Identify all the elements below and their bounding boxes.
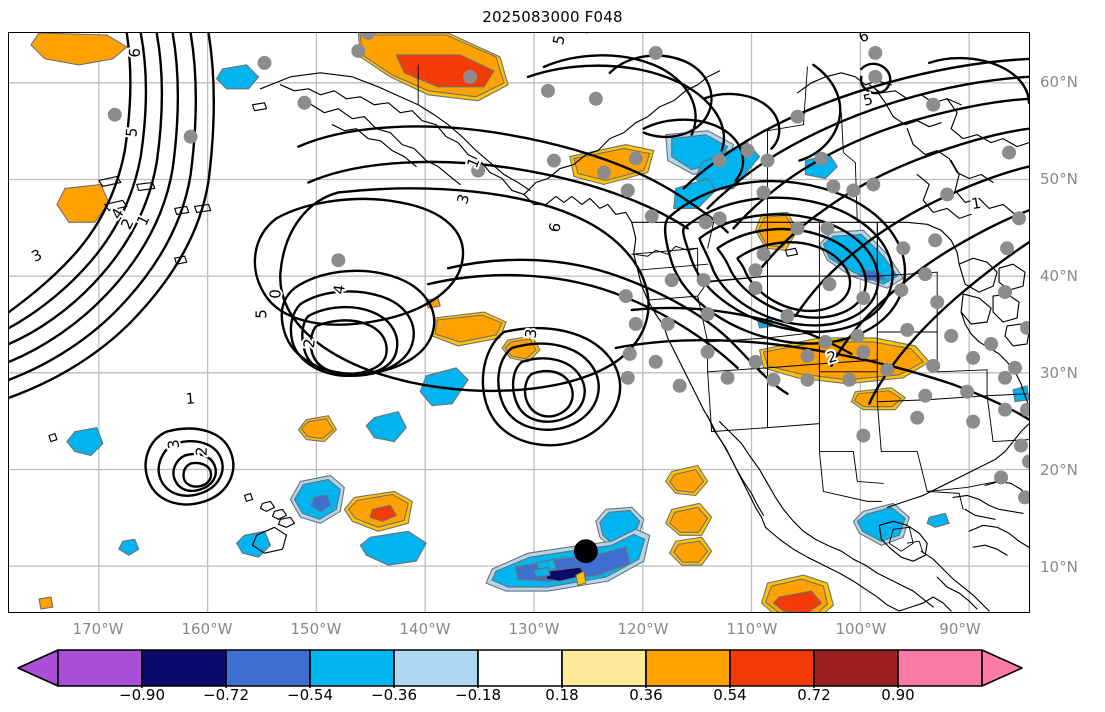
svg-text:1: 1	[185, 389, 196, 408]
lon-tick-160w: 160°W	[181, 620, 233, 638]
cbar-seg-8	[729, 649, 815, 687]
lat-tick-20: 20°N	[1040, 461, 1078, 479]
lon-tick-170w: 170°W	[72, 620, 124, 638]
cbar-seg-6	[561, 649, 647, 687]
cbar-seg-7	[645, 649, 731, 687]
cbar-seg-4	[393, 649, 479, 687]
cbar-label-5: 0.18	[545, 686, 579, 704]
lat-tick-60: 60°N	[1040, 73, 1078, 91]
map-canvas: 6 5 4 2 1 3 1 3 6 5 6 4 0 5 2 3 1	[9, 33, 1029, 612]
cbar-seg-3	[309, 649, 395, 687]
cbar-label-3: −0.36	[371, 686, 417, 704]
cbar-label-1: −0.72	[203, 686, 249, 704]
colorbar[interactable]: −0.90 −0.72 −0.54 −0.36 −0.18 0.18 0.36 …	[0, 648, 1105, 712]
lon-tick-120w: 120°W	[617, 620, 669, 638]
lon-tick-140w: 140°W	[399, 620, 451, 638]
cbar-seg-2	[225, 649, 311, 687]
cbar-label-8: 0.72	[797, 686, 831, 704]
shaded-anomalies	[30, 33, 1029, 612]
storm-center-marker[interactable]	[573, 539, 598, 564]
cbar-seg-10	[897, 649, 983, 687]
contours	[9, 33, 1029, 506]
lat-tick-10: 10°N	[1040, 558, 1078, 576]
lat-tick-50: 50°N	[1040, 170, 1078, 188]
svg-text:2: 2	[192, 446, 210, 456]
svg-text:4: 4	[330, 283, 349, 295]
cbar-seg-1	[141, 649, 227, 687]
svg-text:6: 6	[126, 48, 144, 58]
lon-tick-90w: 90°W	[939, 620, 981, 638]
lat-tick-40: 40°N	[1040, 267, 1078, 285]
lon-tick-100w: 100°W	[835, 620, 887, 638]
lat-tick-30: 30°N	[1040, 364, 1078, 382]
cbar-label-0: −0.90	[119, 686, 165, 704]
cbar-label-2: −0.54	[287, 686, 333, 704]
cbar-seg-9	[813, 649, 899, 687]
cbar-seg-5	[477, 649, 563, 687]
svg-text:3: 3	[164, 438, 183, 449]
svg-text:5: 5	[122, 127, 141, 138]
station-dots	[107, 33, 1029, 505]
page-title: 2025083000 F048	[482, 8, 623, 26]
svg-text:3: 3	[522, 328, 541, 339]
colorbar-canvas	[17, 649, 1023, 688]
cbar-label-9: 0.90	[881, 686, 915, 704]
lon-tick-110w: 110°W	[726, 620, 778, 638]
svg-text:2: 2	[300, 338, 319, 349]
colorbar-ticks	[141, 686, 899, 688]
cbar-label-4: −0.18	[455, 686, 501, 704]
map-panel[interactable]: 6 5 4 2 1 3 1 3 6 5 6 4 0 5 2 3 1	[8, 32, 1030, 613]
cbar-label-7: 0.54	[713, 686, 747, 704]
cbar-label-6: 0.36	[629, 686, 663, 704]
lon-tick-130w: 130°W	[508, 620, 560, 638]
cbar-ext-low	[17, 649, 59, 687]
svg-text:5: 5	[252, 309, 270, 319]
svg-text:0: 0	[266, 289, 284, 299]
lon-tick-150w: 150°W	[290, 620, 342, 638]
colorbar-segments	[17, 649, 1023, 687]
cbar-ext-high	[981, 649, 1023, 687]
cbar-seg-0	[57, 649, 143, 687]
